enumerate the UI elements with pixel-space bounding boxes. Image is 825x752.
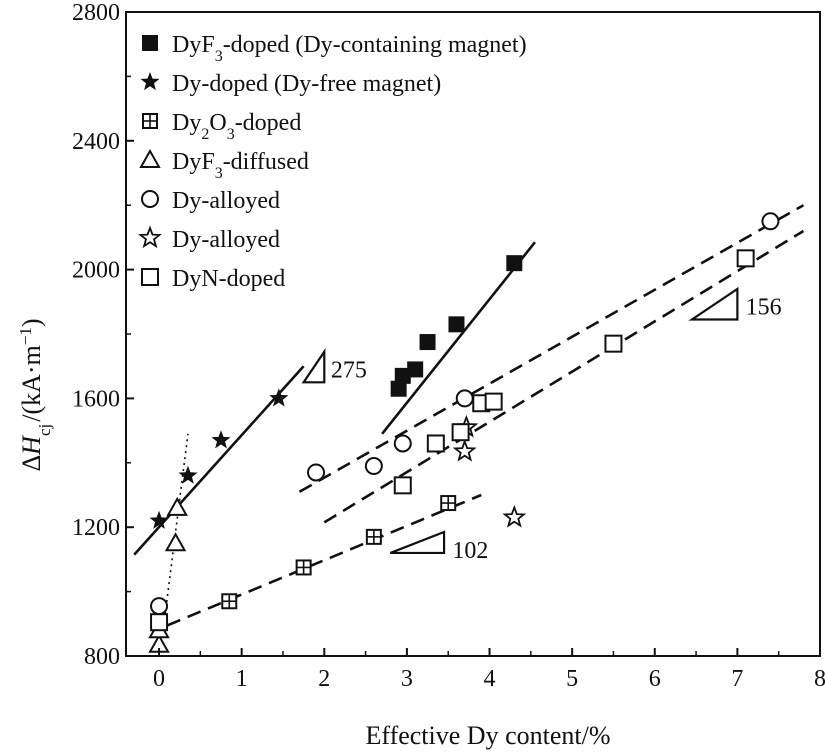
legend-label: DyF3-doped (Dy-containing magnet) [172, 32, 527, 65]
legend-label: DyN-doped [172, 266, 285, 292]
y-tick-label: 2000 [72, 258, 120, 284]
y-tick-label: 1600 [72, 386, 120, 412]
data-point-crossed-square [221, 593, 238, 610]
fit-line-dashed [323, 229, 805, 524]
data-point-open-circle [150, 597, 169, 616]
fit-line-solid [381, 241, 536, 435]
slope-triangle [389, 530, 446, 555]
data-point-filled-square [390, 380, 407, 397]
legend-label: Dy2O3-doped [172, 110, 301, 143]
data-point-open-square [484, 392, 503, 411]
data-point-crossed-square [440, 495, 457, 512]
data-point-filled-square [394, 367, 411, 384]
data-point-open-circle [307, 463, 326, 482]
y-tick-label: 1200 [72, 515, 120, 541]
data-point-open-triangle [166, 496, 188, 516]
x-tick-label: 5 [566, 666, 578, 692]
data-point-open-circle [455, 389, 474, 408]
slope-label: 156 [746, 295, 782, 321]
x-tick-label: 8 [814, 666, 825, 692]
slope-triangle [688, 286, 739, 321]
legend-label: Dy-alloyed [172, 227, 280, 253]
data-point-filled-star [178, 465, 198, 484]
data-point-open-square [393, 476, 412, 495]
x-axis-title: Effective Dy content/% [366, 721, 611, 750]
data-point-open-square [736, 249, 755, 268]
data-point-crossed-square [365, 528, 382, 545]
slope-label: 275 [331, 357, 367, 383]
data-point-open-circle [393, 434, 412, 453]
legend-marker-open-circle [141, 190, 159, 208]
data-point-filled-square [407, 361, 424, 378]
legend-label: Dy-doped (Dy-free magnet) [172, 71, 441, 97]
x-tick-label: 4 [484, 666, 496, 692]
data-point-filled-star [211, 430, 231, 449]
data-point-open-star [502, 504, 527, 528]
data-point-open-square [604, 334, 623, 353]
data-point-open-triangle [164, 532, 187, 552]
legend-marker-filled-star [140, 72, 160, 91]
data-point-crossed-square [295, 559, 312, 576]
data-point-filled-square [448, 316, 465, 333]
x-tick-label: 6 [649, 666, 661, 692]
fit-line-dashed [166, 493, 482, 627]
x-tick-label: 2 [318, 666, 330, 692]
y-tick-label: 2400 [72, 129, 120, 155]
y-tick-label: 2800 [72, 0, 120, 26]
legend-label: DyF3-diffused [172, 149, 309, 182]
x-tick-label: 1 [236, 666, 248, 692]
slope-label: 102 [452, 538, 488, 564]
data-point-open-square [451, 423, 470, 442]
x-tick-label: 0 [153, 666, 165, 692]
axis-ticks: 0 1 2 3 4 5 6 7 8 800 1200 1600 2000 2400 2800 [72, 0, 825, 692]
legend: DyF3-doped (Dy-containing magnet) Dy-dope… [138, 32, 527, 292]
y-tick-label: 800 [84, 644, 120, 670]
legend-marker-open-triangle [139, 148, 161, 168]
data-point-open-circle [364, 457, 383, 476]
fit-line-dashed [298, 204, 805, 493]
legend-marker-open-square [141, 268, 159, 286]
data-point-filled-square [419, 334, 436, 351]
legend-marker-open-star [138, 225, 162, 249]
data-point-filled-star [149, 510, 169, 529]
legend-marker-filled-square [142, 35, 158, 51]
slope-triangle [301, 348, 326, 384]
legend-label: Dy-alloyed [172, 188, 280, 214]
data-point-open-circle [761, 212, 780, 231]
data-point-open-star [452, 438, 477, 462]
data-point-filled-star [269, 388, 289, 407]
legend-marker-crossed-square [142, 113, 158, 129]
y-axis-title: ΔHcj/(kA·m−1) [16, 318, 54, 471]
x-tick-label: 7 [731, 666, 743, 692]
data-point-open-square [426, 434, 445, 453]
slope-annotations: 275 156 102 [301, 286, 782, 564]
data-point-open-square [150, 613, 169, 632]
x-tick-label: 3 [401, 666, 413, 692]
data-point-filled-square [506, 255, 523, 272]
